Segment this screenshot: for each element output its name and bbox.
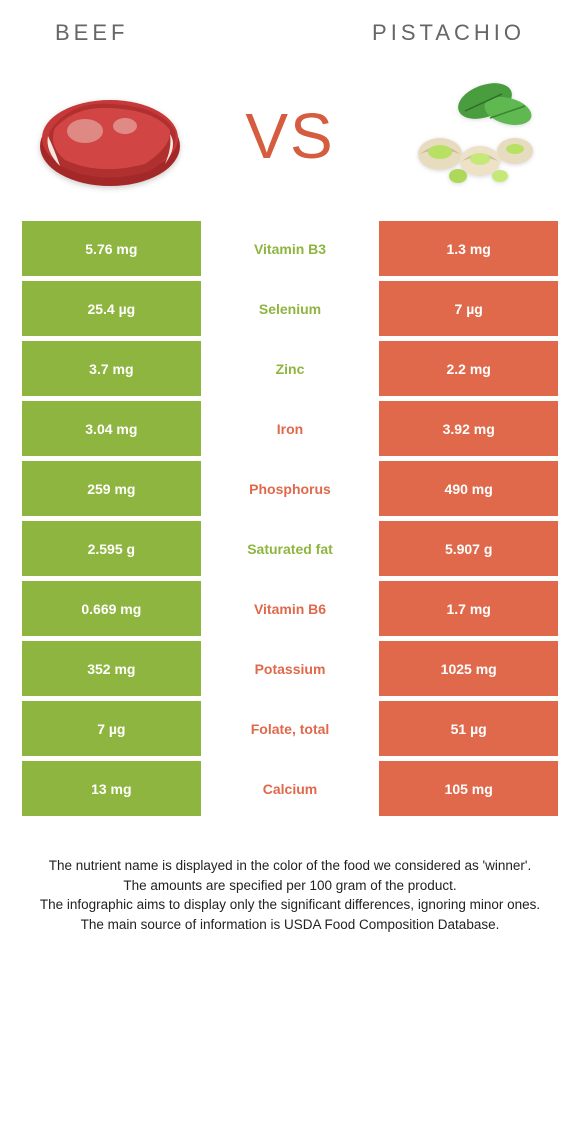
nutrient-table: 5.76 mgVitamin B31.3 mg25.4 µgSelenium7 … [0, 221, 580, 816]
footer-line-4: The main source of information is USDA F… [25, 915, 555, 935]
table-row: 0.669 mgVitamin B61.7 mg [22, 581, 558, 636]
cell-right-value: 2.2 mg [379, 341, 558, 396]
table-row: 3.7 mgZinc2.2 mg [22, 341, 558, 396]
table-row: 3.04 mgIron3.92 mg [22, 401, 558, 456]
table-row: 13 mgCalcium105 mg [22, 761, 558, 816]
cell-right-value: 1.3 mg [379, 221, 558, 276]
cell-right-value: 3.92 mg [379, 401, 558, 456]
cell-left-value: 2.595 g [22, 521, 201, 576]
cell-right-value: 7 µg [379, 281, 558, 336]
cell-right-value: 5.907 g [379, 521, 558, 576]
cell-left-value: 0.669 mg [22, 581, 201, 636]
cell-right-value: 1.7 mg [379, 581, 558, 636]
cell-left-value: 5.76 mg [22, 221, 201, 276]
cell-left-value: 3.7 mg [22, 341, 201, 396]
table-row: 2.595 gSaturated fat5.907 g [22, 521, 558, 576]
table-row: 25.4 µgSelenium7 µg [22, 281, 558, 336]
pistachio-image [390, 71, 550, 201]
vs-label: VS [245, 99, 334, 173]
cell-left-value: 352 mg [22, 641, 201, 696]
cell-nutrient-label: Folate, total [201, 701, 380, 756]
cell-right-value: 1025 mg [379, 641, 558, 696]
cell-left-value: 25.4 µg [22, 281, 201, 336]
cell-nutrient-label: Calcium [201, 761, 380, 816]
cell-right-value: 490 mg [379, 461, 558, 516]
footer-line-3: The infographic aims to display only the… [25, 895, 555, 915]
header-title-left: BEEF [55, 20, 128, 46]
cell-nutrient-label: Iron [201, 401, 380, 456]
header: BEEF PISTACHIO [0, 0, 580, 56]
table-row: 7 µgFolate, total51 µg [22, 701, 558, 756]
cell-left-value: 7 µg [22, 701, 201, 756]
header-title-right: PISTACHIO [372, 20, 525, 46]
cell-left-value: 13 mg [22, 761, 201, 816]
cell-nutrient-label: Selenium [201, 281, 380, 336]
cell-nutrient-label: Phosphorus [201, 461, 380, 516]
cell-nutrient-label: Zinc [201, 341, 380, 396]
cell-left-value: 3.04 mg [22, 401, 201, 456]
cell-left-value: 259 mg [22, 461, 201, 516]
cell-nutrient-label: Vitamin B6 [201, 581, 380, 636]
cell-nutrient-label: Saturated fat [201, 521, 380, 576]
hero: VS [0, 56, 580, 221]
footer: The nutrient name is displayed in the co… [0, 821, 580, 934]
table-row: 259 mgPhosphorus490 mg [22, 461, 558, 516]
footer-line-2: The amounts are specified per 100 gram o… [25, 876, 555, 896]
cell-nutrient-label: Vitamin B3 [201, 221, 380, 276]
footer-line-1: The nutrient name is displayed in the co… [25, 856, 555, 876]
beef-image [30, 71, 190, 201]
cell-right-value: 51 µg [379, 701, 558, 756]
table-row: 352 mgPotassium1025 mg [22, 641, 558, 696]
cell-nutrient-label: Potassium [201, 641, 380, 696]
table-row: 5.76 mgVitamin B31.3 mg [22, 221, 558, 276]
cell-right-value: 105 mg [379, 761, 558, 816]
